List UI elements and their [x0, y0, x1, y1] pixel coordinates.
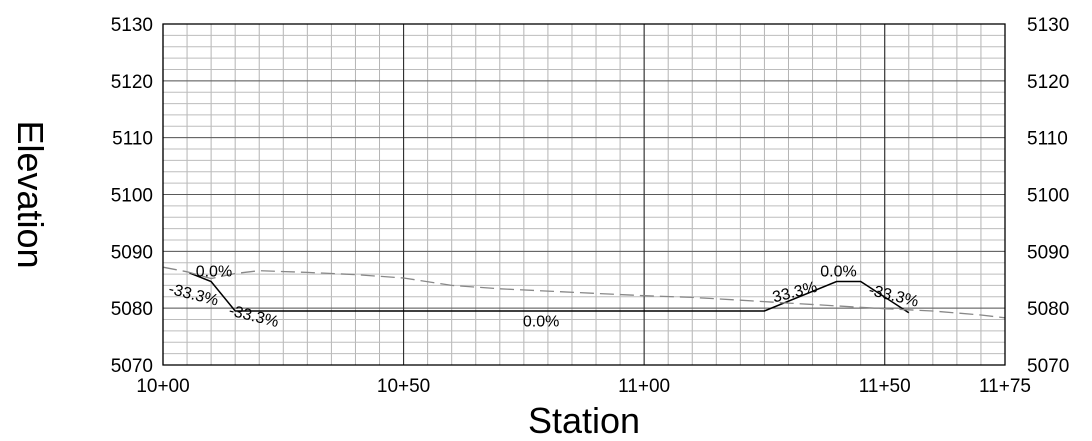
x-tick-label: 11+00	[618, 376, 670, 397]
y-axis-title: Elevation	[10, 120, 51, 268]
y-tick-label-left: 5100	[111, 186, 153, 207]
y-tick-label-left: 5080	[111, 299, 153, 320]
x-tick-label: 10+50	[377, 376, 430, 397]
grade-label: 0.0%	[196, 263, 232, 280]
y-tick-label-left: 5090	[111, 242, 153, 263]
y-tick-label-left: 5120	[111, 72, 153, 93]
y-tick-label-right: 5070	[1027, 356, 1069, 377]
x-tick-label: 11+75	[979, 376, 1031, 397]
series-layer	[162, 266, 1006, 319]
grade-label: 0.0%	[820, 263, 856, 280]
x-axis-title: Station	[528, 400, 640, 441]
y-tick-label-right: 5120	[1027, 72, 1069, 93]
grade-label: -33.3%	[867, 282, 920, 311]
y-tick-label-left: 5110	[112, 129, 153, 150]
y-tick-label-left: 5070	[111, 356, 153, 377]
grade-label: 33.3%	[771, 279, 819, 306]
plot-frame	[162, 23, 1006, 366]
y-tick-label-right: 5130	[1027, 15, 1069, 36]
existing-ground-line	[162, 266, 1006, 319]
grade-label: 0.0%	[523, 313, 559, 330]
y-tick-label-right: 5080	[1027, 299, 1069, 320]
y-tick-label-left: 5130	[111, 15, 153, 36]
x-tick-label: 10+00	[136, 376, 189, 397]
design-grade-line	[189, 272, 910, 314]
major-grid	[162, 23, 1005, 366]
y-tick-label-right: 5110	[1027, 129, 1068, 150]
x-tick-label: 11+50	[859, 376, 911, 397]
y-tick-label-right: 5090	[1027, 242, 1069, 263]
tick-labels: 5070 5070 5080 5080 5090 5090 5100 5100 5110 5110…	[111, 15, 1070, 397]
y-tick-label-right: 5100	[1027, 186, 1069, 207]
